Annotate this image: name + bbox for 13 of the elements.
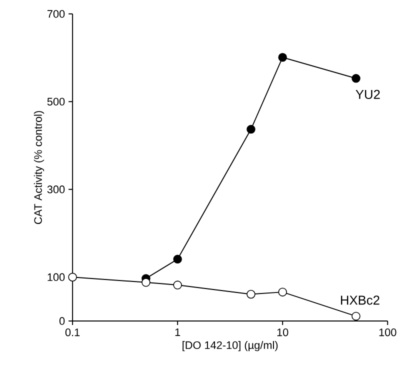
series-label: YU2 [356, 90, 380, 100]
y-tick-label: 700 [47, 10, 65, 18]
y-tick-label: 300 [47, 186, 65, 194]
x-axis-title: [DO 142-10] (µg/ml) [182, 341, 278, 352]
y-axis-title: CAT Activity (% control) [34, 111, 44, 224]
y-tick-label: 500 [47, 98, 65, 106]
y-tick-label: 100 [48, 273, 65, 282]
x-tick-label: 100 [379, 328, 396, 336]
x-tick-label: 0.1 [65, 328, 80, 336]
x-tick-label: 10 [277, 328, 288, 336]
y-tick-label: 0 [59, 317, 65, 326]
x-tick-label: 1 [175, 328, 180, 336]
series-label: HXBc2 [341, 296, 380, 305]
